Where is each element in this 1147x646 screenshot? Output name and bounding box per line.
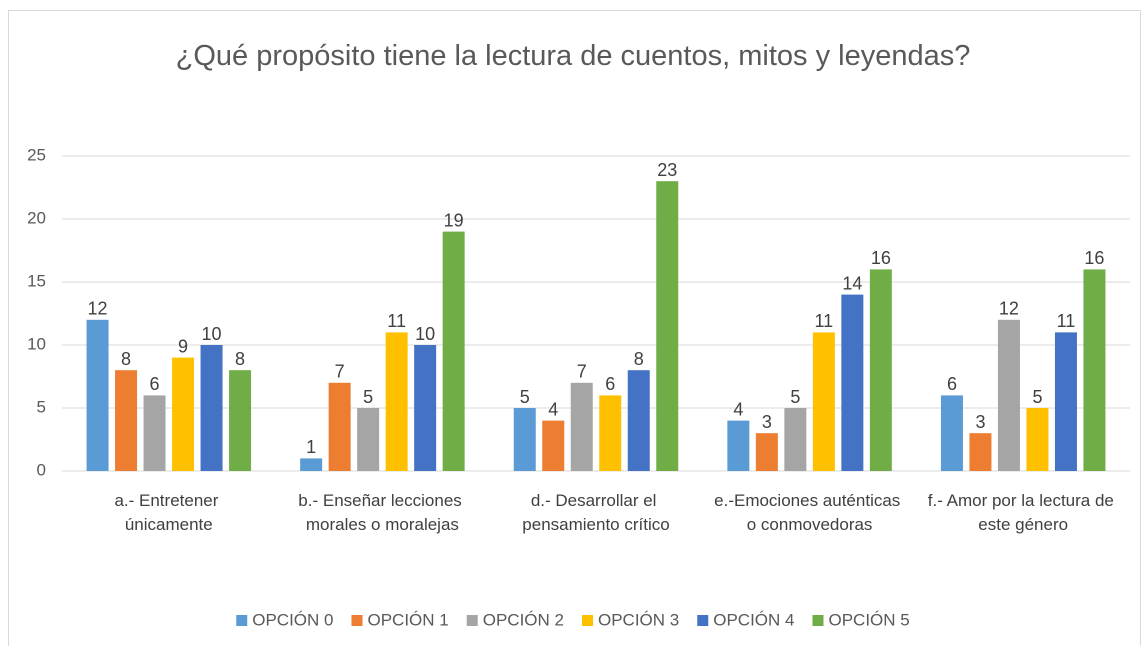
data-label: 5 — [363, 387, 373, 407]
y-tick-label: 15 — [27, 271, 46, 290]
data-label: 10 — [415, 324, 435, 344]
data-label: 12 — [88, 299, 108, 319]
bar — [357, 408, 380, 471]
bar — [442, 231, 465, 471]
legend-item: OPCIÓN 2 — [466, 610, 564, 629]
data-label: 6 — [150, 374, 160, 394]
y-tick-label: 5 — [37, 397, 46, 416]
data-label: 7 — [335, 362, 345, 382]
legend-swatch — [351, 615, 363, 626]
bar — [1054, 332, 1077, 471]
data-label: 19 — [444, 210, 464, 230]
bar — [869, 269, 892, 471]
bar — [727, 420, 750, 471]
data-label: 6 — [605, 374, 615, 394]
legend-label: OPCIÓN 1 — [368, 610, 449, 629]
bar — [841, 294, 864, 471]
legend-item: OPCIÓN 1 — [351, 610, 449, 629]
legend-swatch — [236, 615, 248, 626]
data-label: 11 — [815, 311, 834, 331]
data-label: 16 — [1084, 248, 1104, 268]
bar — [115, 370, 138, 471]
bar — [542, 420, 565, 471]
legend-label: OPCIÓN 2 — [483, 610, 564, 629]
data-label: 6 — [947, 374, 957, 394]
data-label: 10 — [202, 324, 222, 344]
y-tick-label: 20 — [27, 208, 46, 227]
bar — [784, 408, 807, 471]
bar — [414, 345, 437, 471]
bar — [940, 395, 963, 471]
legend-label: OPCIÓN 4 — [713, 610, 794, 629]
data-label: 11 — [1057, 311, 1076, 331]
x-tick-label: b.- Enseñar lecciones morales o moraleja… — [298, 491, 466, 534]
data-label: 12 — [999, 299, 1019, 319]
data-label: 8 — [235, 349, 245, 369]
legend-item: OPCIÓN 3 — [582, 610, 679, 629]
bar — [755, 433, 778, 471]
data-label: 4 — [733, 399, 743, 419]
bar — [328, 382, 351, 471]
bar — [1026, 408, 1049, 471]
data-label: 9 — [178, 336, 188, 356]
chart-frame — [8, 10, 1141, 646]
bar — [627, 370, 650, 471]
y-tick-label: 10 — [27, 334, 46, 353]
bar — [86, 319, 109, 471]
bar — [599, 395, 622, 471]
legend-swatch — [697, 615, 709, 626]
y-tick-label: 25 — [27, 145, 46, 164]
bar — [229, 370, 252, 471]
data-label: 3 — [762, 412, 772, 432]
legend-item: OPCIÓN 5 — [812, 610, 910, 629]
data-label: 3 — [975, 412, 985, 432]
legend-label: OPCIÓN 0 — [252, 610, 333, 629]
legend-label: OPCIÓN 3 — [598, 610, 679, 629]
x-tick-label: f.- Amor por la lectura de este género — [928, 491, 1119, 534]
x-tick-label: d.- Desarrollar el pensamiento crítico — [522, 491, 669, 534]
data-label: 16 — [871, 248, 891, 268]
y-tick-label: 0 — [37, 460, 46, 479]
bar — [300, 458, 323, 471]
bar — [513, 408, 536, 471]
data-label: 5 — [520, 387, 530, 407]
legend-swatch — [812, 615, 824, 626]
data-label: 5 — [1032, 387, 1042, 407]
legend-swatch — [582, 615, 593, 626]
x-tick-label: a.- Entretener únicamente — [114, 491, 223, 534]
legend-label: OPCIÓN 5 — [829, 610, 910, 629]
chart-title: ¿Qué propósito tiene la lectura de cuent… — [176, 40, 971, 72]
bar — [143, 395, 166, 471]
legend-item: OPCIÓN 0 — [236, 610, 334, 629]
data-label: 4 — [548, 399, 558, 419]
data-label: 7 — [577, 362, 587, 382]
bar — [656, 181, 679, 471]
data-label: 23 — [657, 160, 677, 180]
data-label: 8 — [634, 349, 644, 369]
bar — [997, 319, 1020, 471]
bar — [570, 382, 593, 471]
bar — [172, 357, 195, 471]
bar — [812, 332, 835, 471]
legend-swatch — [466, 615, 478, 626]
data-label: 1 — [306, 437, 316, 457]
data-label: 5 — [790, 387, 800, 407]
bar — [200, 345, 223, 471]
bar — [1083, 269, 1106, 471]
bar — [969, 433, 992, 471]
x-tick-label: e.-Emociones auténticas o conmovedoras — [714, 491, 905, 534]
data-label: 11 — [387, 311, 406, 331]
legend-item: OPCIÓN 4 — [697, 610, 795, 629]
bar — [385, 332, 408, 471]
data-label: 8 — [121, 349, 131, 369]
data-label: 14 — [842, 273, 862, 293]
